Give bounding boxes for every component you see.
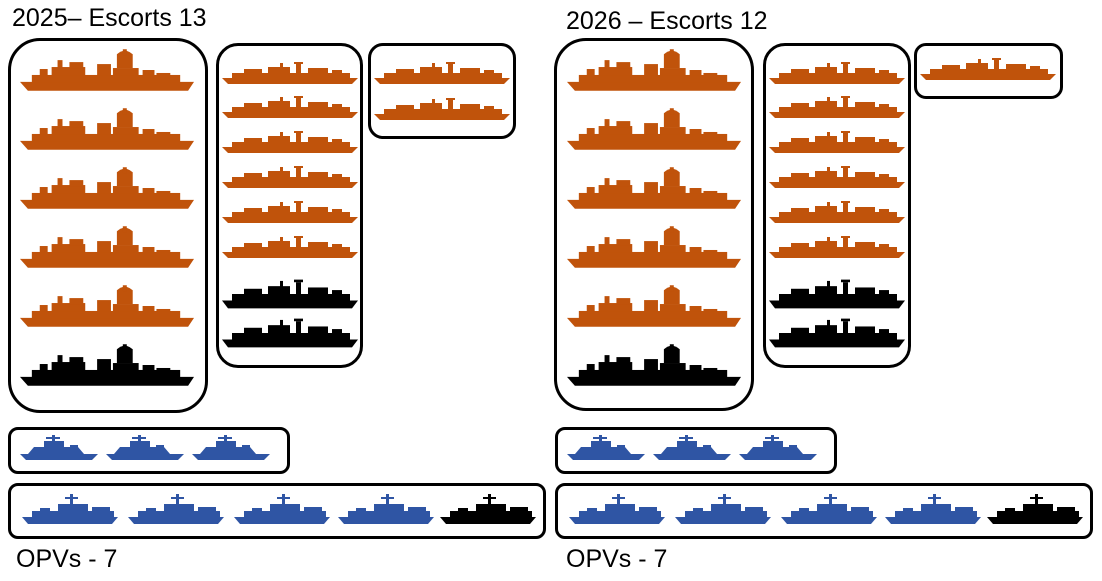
frigate-icon <box>769 166 905 188</box>
frigate-icon <box>920 58 1056 80</box>
destroyer-icon <box>19 49 195 91</box>
destroyer-icon <box>566 344 742 386</box>
new-frigate-group <box>368 43 516 139</box>
destroyer-icon <box>566 108 742 150</box>
opv-icon <box>22 494 118 524</box>
frigate-icon <box>222 236 358 258</box>
frigate-icon <box>769 96 905 118</box>
frigate-icon <box>769 131 905 153</box>
frigate-icon <box>769 62 905 84</box>
destroyer-icon <box>19 167 195 209</box>
opv-icon <box>987 494 1083 524</box>
frigate-icon <box>222 201 358 223</box>
frigate-icon <box>769 318 905 348</box>
destroyer-icon <box>19 285 195 327</box>
opv-icon <box>440 494 536 524</box>
frigate-icon <box>222 131 358 153</box>
patrol-ship-icon <box>653 435 731 460</box>
destroyer-icon <box>566 49 742 91</box>
panel-footer: OPVs - 7 <box>16 545 118 573</box>
panel-title: 2025– Escorts 13 <box>12 4 207 32</box>
patrol-ship-icon <box>20 435 98 460</box>
opv-icon <box>338 494 434 524</box>
frigate-icon <box>222 166 358 188</box>
destroyer-group <box>8 38 208 413</box>
destroyer-icon <box>19 226 195 268</box>
frigate-icon <box>222 62 358 84</box>
patrol-ship-icon <box>192 435 270 460</box>
frigate-icon <box>222 96 358 118</box>
frigate-group <box>763 43 911 368</box>
frigate-icon <box>769 201 905 223</box>
patrol-ship-icon <box>739 435 817 460</box>
destroyer-icon <box>566 167 742 209</box>
opv-icon <box>234 494 330 524</box>
frigate-icon <box>769 279 905 309</box>
patrol-ship-icon <box>106 435 184 460</box>
panel-footer: OPVs - 7 <box>566 545 668 573</box>
frigate-icon <box>222 279 358 309</box>
destroyer-icon <box>566 285 742 327</box>
opv-icon <box>885 494 981 524</box>
frigate-icon <box>374 62 510 84</box>
frigate-icon <box>222 318 358 348</box>
patrol-ship-icon <box>567 435 645 460</box>
panel-title: 2026 – Escorts 12 <box>566 7 768 35</box>
frigate-icon <box>769 236 905 258</box>
opv-icon <box>128 494 224 524</box>
destroyer-group <box>554 38 754 411</box>
destroyer-icon <box>19 344 195 386</box>
frigate-group <box>216 43 363 368</box>
destroyer-icon <box>19 108 195 150</box>
opv-icon <box>781 494 877 524</box>
destroyer-icon <box>566 226 742 268</box>
opv-icon <box>569 494 665 524</box>
opv-icon <box>675 494 771 524</box>
frigate-icon <box>374 98 510 120</box>
